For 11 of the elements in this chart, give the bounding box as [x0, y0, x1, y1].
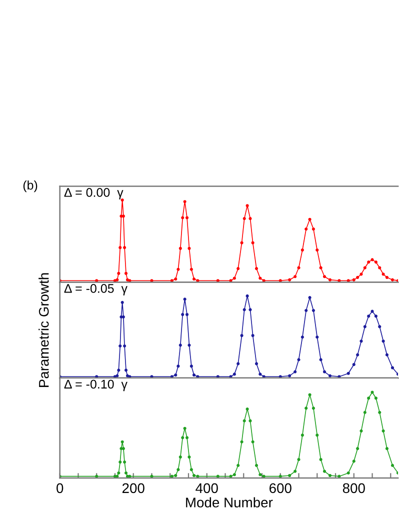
text: (b)	[23, 180, 38, 192]
x-tick-label: 800	[342, 483, 365, 494]
y-axis-title: Parametric Growth	[38, 273, 49, 387]
text: Δ = -0.10 γ	[64, 380, 128, 392]
x-axis-title: Mode Number	[186, 497, 273, 508]
x-tick-label: 400	[196, 483, 218, 494]
x-tick-label: 600	[270, 483, 292, 494]
x-tick-label: 200	[122, 483, 144, 494]
text: Δ = 0.00 γ	[64, 188, 124, 200]
x-tick-label: 0	[56, 483, 64, 494]
text: Δ = -0.05 γ	[64, 284, 128, 296]
